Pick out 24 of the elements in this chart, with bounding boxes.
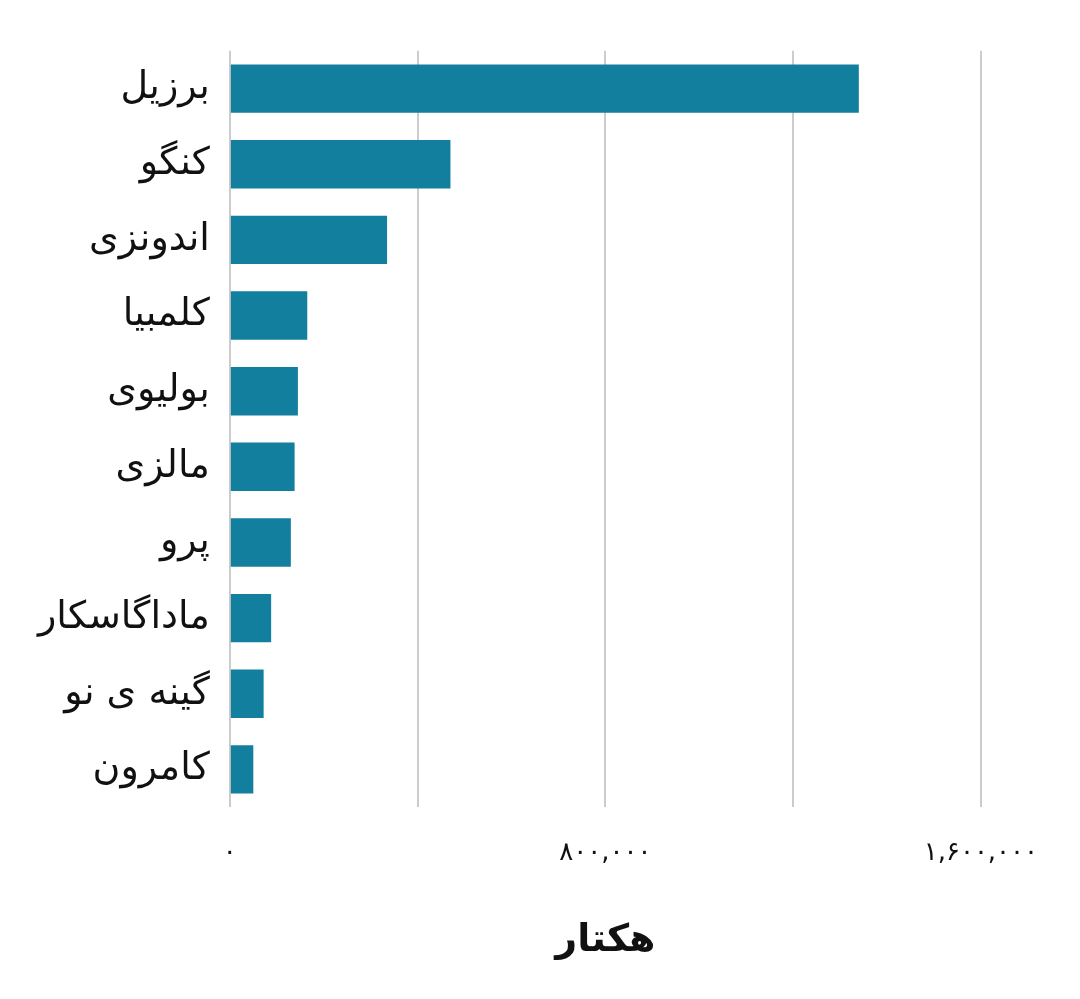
x-axis-title: هکتار bbox=[553, 916, 656, 961]
y-tick-label: گینه ی نو bbox=[62, 668, 211, 714]
bar bbox=[230, 140, 451, 189]
bar bbox=[230, 215, 388, 265]
y-tick-label: اندونزی bbox=[89, 214, 210, 260]
y-tick-label: بولیوی bbox=[107, 366, 210, 412]
x-tick-label: ۸۰۰,۰۰۰ bbox=[559, 835, 652, 866]
y-tick-label: ماداگاسکار bbox=[35, 592, 210, 637]
x-tick-label: ۰ bbox=[222, 835, 237, 866]
y-tick-label: پرو bbox=[157, 517, 210, 563]
bar bbox=[230, 366, 298, 416]
y-tick-label: برزیل bbox=[120, 63, 210, 109]
bar bbox=[230, 593, 272, 643]
y-tick-label: مالزی bbox=[115, 441, 210, 487]
x-tick-label: ۱,۶۰۰,۰۰۰ bbox=[923, 835, 1039, 866]
bar bbox=[230, 64, 859, 113]
bar bbox=[230, 518, 291, 567]
bar bbox=[230, 291, 308, 340]
bar bbox=[230, 442, 295, 492]
y-tick-label: کلمبیا bbox=[122, 290, 211, 335]
bar bbox=[230, 669, 264, 718]
y-tick-label: کنگو bbox=[137, 139, 211, 185]
bar bbox=[230, 745, 254, 794]
y-tick-label: کامرون bbox=[92, 744, 211, 790]
